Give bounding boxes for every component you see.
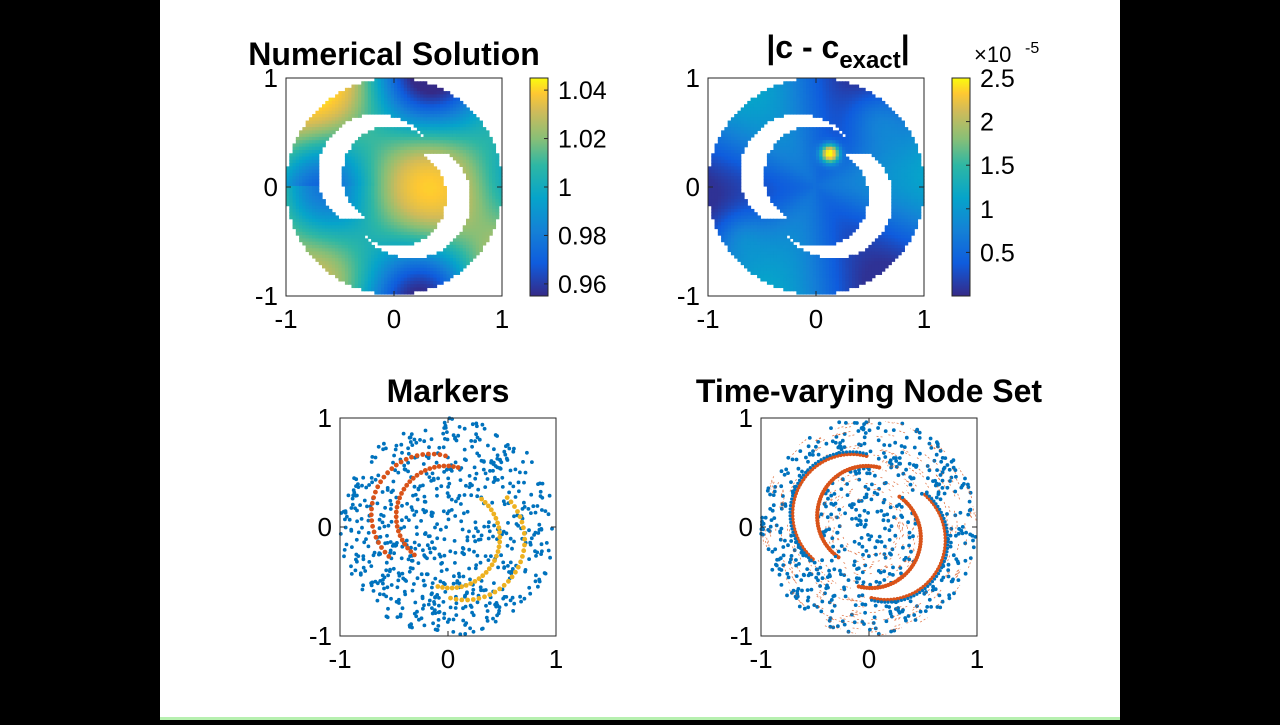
heatmap-cells xyxy=(286,78,503,295)
heatmap-cells xyxy=(708,78,925,295)
colorbar-tick-label: 1.02 xyxy=(558,126,607,154)
chart-title: Numerical Solution xyxy=(248,36,540,72)
heatmap-cell xyxy=(440,215,444,219)
heatmap-cell xyxy=(443,202,447,206)
colorbar-tick-label: 0.96 xyxy=(558,271,607,299)
heatmap-cell xyxy=(744,143,748,147)
heatmap-cell xyxy=(495,215,499,219)
y-tick-label: 0 xyxy=(264,172,278,202)
x-tick-label: 0 xyxy=(387,304,401,334)
heatmap-cell xyxy=(319,150,323,154)
colorbar-tick-label: 1.04 xyxy=(558,77,607,105)
heatmap-cell xyxy=(479,248,483,252)
heatmap-cell xyxy=(322,143,326,147)
heatmap-cell xyxy=(486,238,490,242)
x-tick-label: 1 xyxy=(495,304,509,334)
colorbar-tick-label: 1 xyxy=(558,174,572,202)
heatmap-cell xyxy=(741,150,745,154)
heatmap-cell xyxy=(489,232,493,236)
heatmap-cell xyxy=(433,225,437,229)
y-tick-label: -1 xyxy=(255,281,278,311)
colorbar-tick-label: 0.98 xyxy=(558,222,607,250)
heatmap-cell xyxy=(492,225,496,229)
